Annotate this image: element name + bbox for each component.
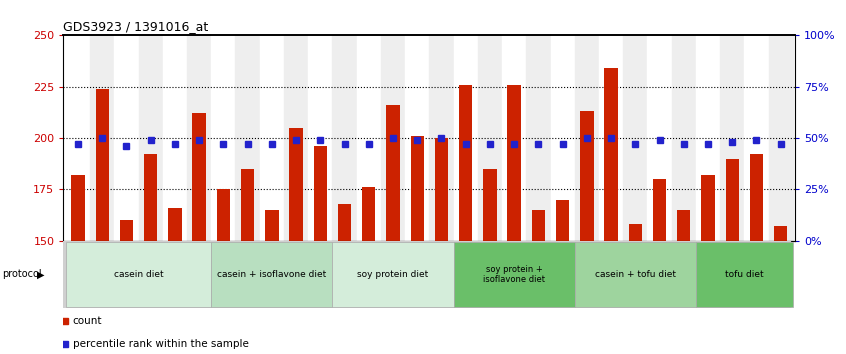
Bar: [387, 105, 399, 241]
Bar: [193, 113, 206, 241]
Text: casein diet: casein diet: [113, 270, 163, 279]
Bar: [362, 187, 376, 241]
Bar: [483, 169, 497, 241]
Bar: [429, 35, 453, 241]
Bar: [696, 35, 720, 241]
Bar: [289, 128, 303, 241]
Bar: [574, 242, 696, 307]
Text: count: count: [73, 316, 102, 326]
Bar: [672, 35, 696, 241]
Bar: [120, 220, 133, 241]
Text: casein + isoflavone diet: casein + isoflavone diet: [217, 270, 327, 279]
Bar: [212, 35, 235, 241]
Bar: [677, 210, 690, 241]
Bar: [217, 189, 230, 241]
Bar: [453, 35, 478, 241]
Bar: [284, 35, 308, 241]
Bar: [338, 204, 351, 241]
Bar: [168, 208, 182, 241]
Bar: [653, 179, 666, 241]
Bar: [162, 35, 187, 241]
Bar: [410, 136, 424, 241]
Bar: [357, 35, 381, 241]
Text: ▶: ▶: [37, 269, 44, 279]
Bar: [574, 35, 599, 241]
Bar: [144, 154, 157, 241]
Text: soy protein diet: soy protein diet: [357, 270, 429, 279]
Bar: [114, 35, 139, 241]
Bar: [604, 68, 618, 241]
Bar: [526, 35, 551, 241]
Bar: [212, 242, 332, 307]
Bar: [629, 224, 642, 241]
Bar: [647, 35, 672, 241]
Bar: [71, 175, 85, 241]
Bar: [502, 35, 526, 241]
Bar: [580, 112, 594, 241]
Bar: [532, 210, 545, 241]
Bar: [459, 85, 472, 241]
Bar: [381, 35, 405, 241]
Bar: [332, 242, 453, 307]
Bar: [701, 175, 715, 241]
Bar: [624, 35, 647, 241]
Text: GDS3923 / 1391016_at: GDS3923 / 1391016_at: [63, 20, 209, 33]
Bar: [314, 146, 327, 241]
Bar: [453, 242, 574, 307]
Text: casein + tofu diet: casein + tofu diet: [595, 270, 676, 279]
Bar: [508, 85, 521, 241]
Bar: [308, 35, 332, 241]
Bar: [435, 138, 448, 241]
Text: soy protein +
isoflavone diet: soy protein + isoflavone diet: [483, 265, 545, 284]
Bar: [774, 226, 788, 241]
Bar: [768, 35, 793, 241]
Bar: [66, 35, 91, 241]
Bar: [405, 35, 429, 241]
Bar: [744, 35, 768, 241]
Text: protocol: protocol: [2, 269, 41, 279]
Bar: [332, 35, 357, 241]
Bar: [91, 35, 114, 241]
Text: percentile rank within the sample: percentile rank within the sample: [73, 339, 249, 349]
Bar: [750, 154, 763, 241]
Text: tofu diet: tofu diet: [725, 270, 764, 279]
Bar: [241, 169, 255, 241]
Bar: [187, 35, 212, 241]
Bar: [235, 35, 260, 241]
Bar: [478, 35, 502, 241]
Bar: [599, 35, 624, 241]
Bar: [96, 89, 109, 241]
Bar: [556, 200, 569, 241]
Bar: [551, 35, 574, 241]
Bar: [726, 159, 739, 241]
Bar: [265, 210, 278, 241]
Bar: [720, 35, 744, 241]
Bar: [66, 242, 212, 307]
Bar: [139, 35, 162, 241]
Bar: [260, 35, 284, 241]
Bar: [696, 242, 793, 307]
